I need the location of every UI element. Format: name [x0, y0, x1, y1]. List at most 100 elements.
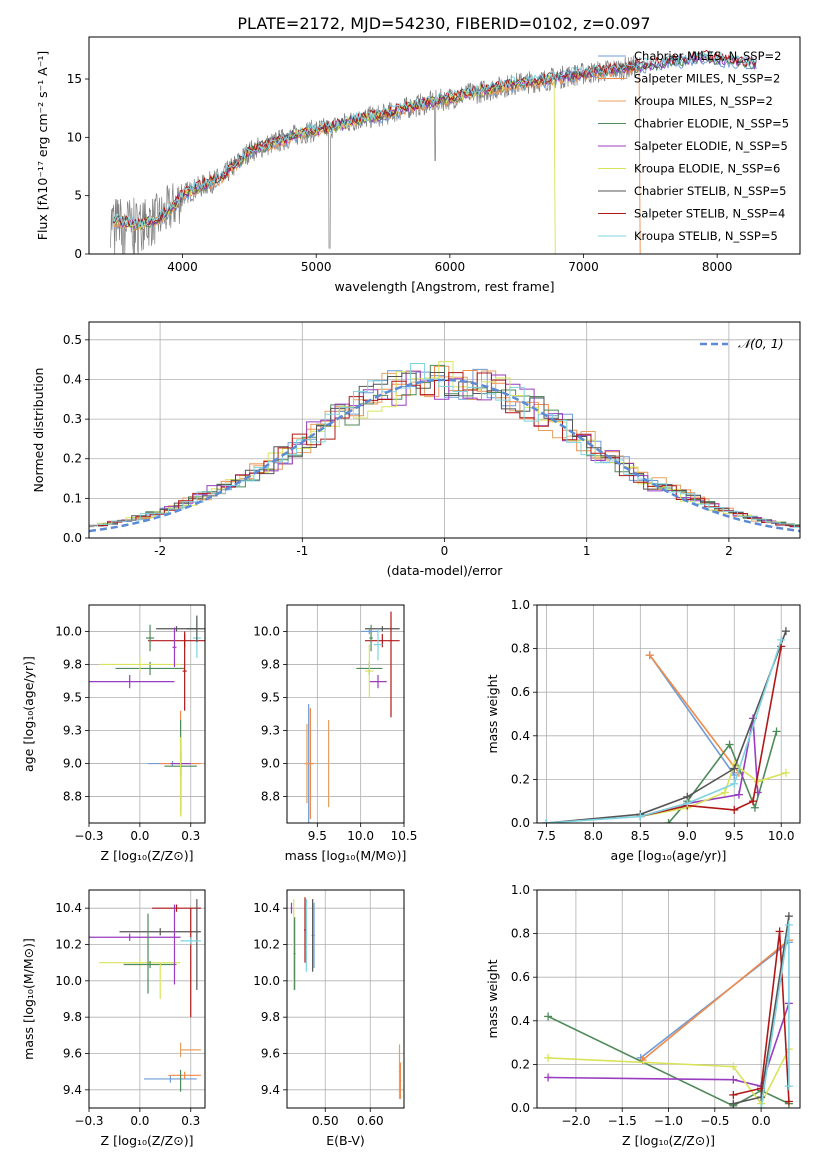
errorbar-point: [293, 917, 296, 990]
errorbar-point: [89, 933, 181, 941]
y-tick-label: 0.2: [63, 452, 82, 466]
y-tick-label: 0.5: [63, 333, 82, 347]
y-tick-label: 0.1: [63, 491, 82, 505]
errorbar-point: [365, 634, 400, 648]
residual-histogram: [89, 363, 800, 528]
mass-weight-marker: [729, 1090, 738, 1099]
mass-weight-marker: [775, 927, 784, 936]
x-tick-label: 0.50: [312, 1114, 339, 1128]
x-tick-label: 1: [583, 544, 591, 558]
mass-weight-marker: [725, 740, 734, 749]
y-axis-label: mass weight: [485, 959, 500, 1038]
errorbar-point: [182, 631, 187, 711]
x-tick-label: −1.5: [608, 1114, 637, 1128]
y-tick-label: 9.5: [63, 690, 82, 704]
errorbar-point: [365, 644, 374, 698]
y-tick-label: 9.6: [63, 1047, 82, 1061]
mass-weight-marker: [749, 797, 758, 806]
spectrum-legend: Chabrier MILES, N_SSP=2 Salpeter MILES, N…: [598, 49, 789, 243]
mass-weight-marker: [772, 727, 781, 736]
y-tick-label: 0.2: [511, 1057, 530, 1071]
y-tick-label: 1.0: [511, 883, 530, 897]
y-tick-label: 0.0: [511, 1101, 530, 1115]
chart-weight-vs-z: −2.0 −1.5 −1.0 −0.5 0.0 0.0 0.2 0.4 0.6 0.8 1.0 Z […: [485, 883, 801, 1148]
mass-weight-marker: [730, 764, 739, 773]
mass-weight-marker: [544, 1053, 553, 1062]
mass-weight-marker: [730, 805, 739, 814]
legend-entry: Chabrier STELIB, N_SSP=5: [634, 184, 786, 198]
x-axis-label: mass [log₁₀(M/M⊙)]: [285, 848, 407, 863]
x-tick-label: -1: [296, 544, 308, 558]
mass-weight-marker: [683, 799, 692, 808]
mass-weight-marker: [757, 1093, 766, 1102]
x-tick-label: 8000: [702, 260, 733, 274]
y-tick-label: 10.0: [55, 624, 82, 638]
mass-weight-marker: [777, 635, 786, 644]
errorbar-point: [369, 675, 387, 689]
mass-weight-marker: [784, 1097, 793, 1106]
x-tick-label: 4000: [167, 260, 198, 274]
mass-weight-marker: [784, 1082, 793, 1091]
mass-weight-marker: [636, 812, 645, 821]
x-tick-label: −0.5: [700, 1114, 729, 1128]
mass-weight-series: [642, 939, 790, 1061]
y-axis-label: mass [log₁₀(M/M⊙)]: [21, 938, 36, 1060]
x-tick-label: 8.5: [631, 829, 650, 843]
chart-residuals: -2 -1 0 1 2 0.0 0.1 0.2 0.3 0.4 0.5 (data-model)/er…: [31, 321, 801, 578]
y-tick-label: 10.4: [253, 901, 280, 915]
chart-age-vs-mass: 9.5 10.0 10.5 8.8 9.0 9.3 9.5 9.8 10.0 mass [log₁…: [253, 604, 417, 863]
y-tick-label: 9.8: [63, 657, 82, 671]
legend-entry: Kroupa STELIB, N_SSP=5: [634, 229, 778, 243]
x-axis-label: (data-model)/error: [387, 563, 504, 578]
mass-weight-marker: [645, 651, 654, 660]
y-tick-label: 10.2: [55, 938, 82, 952]
legend-entry: Salpeter MILES, N_SSP=2: [634, 72, 780, 86]
y-tick-label: 5: [74, 189, 82, 203]
x-tick-label: 0: [441, 544, 449, 558]
y-tick-label: 9.0: [261, 757, 280, 771]
errorbar-point: [369, 624, 373, 652]
legend-entry: Kroupa ELODIE, N_SSP=6: [634, 162, 780, 176]
x-tick-label: 9.0: [678, 829, 697, 843]
residual-histogram: [89, 372, 800, 527]
errorbar-point: [313, 902, 315, 969]
model-spectrum-line: [112, 74, 556, 254]
y-tick-label: 9.8: [63, 1010, 82, 1024]
x-tick-label: 7.5: [537, 829, 556, 843]
y-tick-label: 0.6: [511, 685, 530, 699]
errorbar-point: [143, 1075, 197, 1083]
axes-frame: [286, 889, 405, 1109]
errorbar-point: [99, 657, 181, 672]
y-tick-label: 15: [67, 72, 82, 86]
mass-weight-marker: [664, 819, 673, 823]
y-tick-label: 0.4: [511, 1014, 530, 1028]
y-tick-label: 0.6: [511, 970, 530, 984]
errorbar-point: [304, 897, 306, 963]
y-tick-label: 10.0: [253, 624, 280, 638]
mass-weight-marker: [729, 1099, 738, 1108]
mass-weight-marker: [734, 790, 743, 799]
y-tick-label: 10: [67, 130, 82, 144]
errorbar-point: [373, 628, 383, 661]
errorbar-point: [305, 899, 308, 972]
errorbar-point: [290, 902, 293, 914]
errorbar-point: [304, 723, 310, 804]
mass-weight-marker: [729, 1075, 738, 1084]
residual-histogram: [89, 372, 800, 528]
y-tick-label: 8.8: [261, 790, 280, 804]
axes-frame: [88, 321, 801, 539]
mass-weight-marker: [544, 1012, 553, 1021]
y-tick-label: 9.4: [261, 1083, 280, 1097]
x-tick-label: 6000: [435, 260, 466, 274]
errorbar-point: [123, 960, 177, 969]
y-tick-label: 10.0: [253, 974, 280, 988]
x-axis-label: E(B-V): [326, 1133, 365, 1148]
x-tick-label: 9.5: [308, 829, 327, 843]
errorbar-point: [365, 626, 400, 632]
x-tick-label: 5000: [301, 260, 332, 274]
figure-title: PLATE=2172, MJD=54230, FIBERID=0102, z=0…: [237, 14, 650, 33]
legend-entry: 𝒩(0, 1): [738, 336, 784, 351]
x-tick-label: 0.3: [181, 829, 200, 843]
x-tick-label: 0.0: [752, 1114, 771, 1128]
